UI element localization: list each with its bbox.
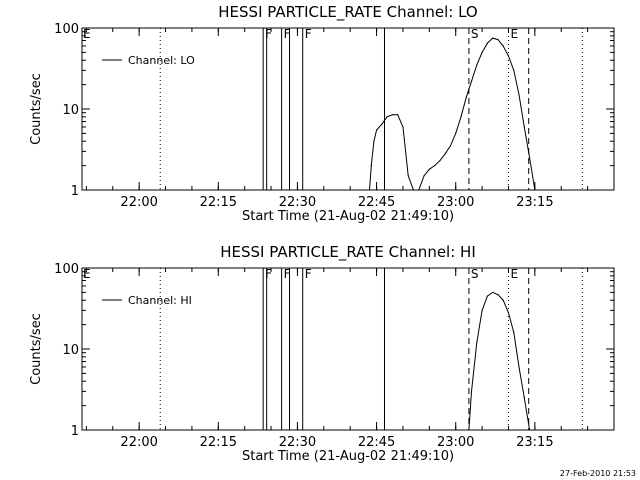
legend-label: Channel: LO	[128, 54, 195, 67]
data-point	[507, 312, 510, 314]
marker-label: F	[305, 267, 312, 281]
x-tick-label: 22:00	[120, 195, 157, 210]
data-point	[444, 153, 446, 155]
y-tick-label: 100	[54, 262, 79, 277]
footer-timestamp: 27-Feb-2010 21:53	[559, 469, 636, 478]
data-point	[513, 331, 515, 334]
data-point	[513, 69, 515, 71]
chart-title: HESSI PARTICLE_RATE Channel: LO	[218, 3, 477, 22]
marker-label: E	[510, 267, 518, 281]
data-point	[428, 168, 430, 170]
series-line	[369, 37, 536, 190]
data-point	[518, 94, 520, 96]
marker-label: S	[471, 267, 479, 281]
data-point	[375, 129, 378, 131]
data-point	[481, 51, 483, 53]
x-tick-label: 23:15	[516, 195, 553, 210]
data-point	[507, 55, 510, 57]
y-tick-label: 1	[71, 424, 79, 439]
x-axis-label: Start Time (21-Aug-02 21:49:10)	[242, 209, 454, 224]
x-tick-label: 22:45	[358, 195, 395, 210]
data-point	[391, 114, 394, 116]
marker-label: F	[265, 27, 272, 41]
data-point	[449, 145, 452, 147]
marker-label: F	[305, 27, 312, 41]
x-tick-label: 22:00	[120, 435, 157, 450]
x-tick-label: 22:15	[200, 195, 237, 210]
data-point	[397, 114, 399, 116]
data-point	[502, 299, 504, 301]
data-point	[373, 140, 375, 142]
data-point	[423, 175, 425, 177]
x-axis-label: Start Time (21-Aug-02 21:49:10)	[242, 449, 454, 464]
start-marker-label: E	[83, 27, 91, 41]
x-tick-label: 22:30	[279, 435, 316, 450]
legend-label: Channel: HI	[128, 294, 192, 307]
data-point	[460, 116, 462, 118]
data-point	[486, 42, 488, 44]
data-point	[455, 132, 457, 134]
plot-frame	[81, 267, 615, 431]
marker-label: F	[284, 267, 291, 281]
data-point	[470, 390, 473, 392]
data-point	[523, 397, 525, 399]
data-point	[368, 189, 371, 191]
plot-frame	[81, 27, 615, 191]
y-axis-label: Counts/sec	[29, 313, 44, 385]
data-point	[381, 123, 383, 125]
marker-label: F	[284, 27, 291, 41]
y-tick-label: 10	[62, 343, 79, 358]
data-point	[407, 175, 409, 177]
x-tick-label: 22:45	[358, 435, 395, 450]
data-point	[486, 295, 488, 297]
data-point	[497, 293, 499, 296]
data-point	[465, 96, 467, 98]
data-point	[476, 64, 478, 66]
data-point	[439, 160, 441, 162]
y-tick-label: 1	[71, 184, 79, 199]
chart-hi-channel: HESSI PARTICLE_RATE Channel: HI 1 10 100 22:…	[29, 243, 615, 464]
data-point	[534, 189, 536, 191]
series-line	[468, 291, 531, 430]
data-point	[386, 116, 388, 118]
x-tick-label: 22:30	[279, 195, 316, 210]
chart-lo-channel: HESSI PARTICLE_RATE Channel: LO 1 10 100 22:…	[29, 3, 615, 224]
start-marker-label: E	[83, 267, 91, 281]
data-point	[528, 429, 531, 431]
data-point	[497, 38, 499, 41]
data-point	[481, 309, 483, 311]
data-point	[418, 189, 420, 191]
data-point	[518, 366, 520, 368]
data-point	[492, 37, 494, 39]
data-point	[476, 341, 478, 344]
data-point	[468, 429, 470, 431]
chart-title: HESSI PARTICLE_RATE Channel: HI	[220, 243, 476, 262]
y-tick-label: 10	[62, 103, 79, 118]
marker-label: F	[265, 267, 272, 281]
data-point	[492, 291, 494, 293]
y-axis-label: Counts/sec	[29, 73, 44, 145]
x-tick-label: 23:00	[437, 195, 474, 210]
marker-label: S	[471, 27, 479, 41]
data-point	[434, 165, 436, 167]
x-tick-label: 22:15	[200, 435, 237, 450]
data-point	[523, 126, 525, 128]
y-tick-label: 100	[54, 22, 79, 37]
x-tick-label: 23:15	[516, 435, 553, 450]
data-point	[402, 126, 404, 128]
data-point	[412, 189, 415, 191]
data-point	[470, 80, 473, 82]
data-point	[528, 157, 531, 159]
data-point	[502, 45, 504, 47]
x-tick-label: 23:00	[437, 435, 474, 450]
marker-label: E	[510, 27, 518, 41]
data-point	[370, 165, 372, 167]
